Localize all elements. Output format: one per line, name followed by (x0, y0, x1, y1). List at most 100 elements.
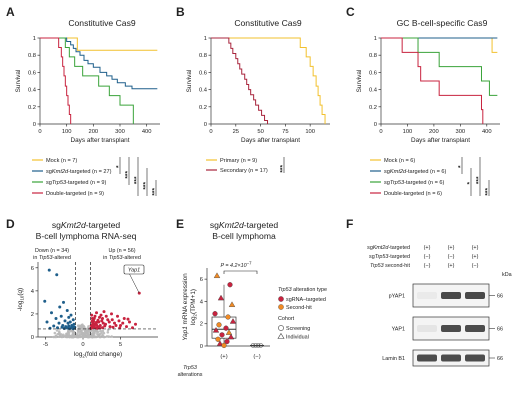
volcano-point-up (114, 323, 118, 327)
volcano-point-up (125, 325, 128, 329)
panel-e-letter: E (176, 217, 184, 231)
row-label: sgTrp53-targeted (369, 254, 410, 260)
volcano-point-up (104, 314, 108, 318)
panel-e-legend: Trp53 alteration type sgRNA–targeted Sec… (277, 287, 327, 341)
lane-value: (−) (472, 263, 479, 269)
legend-sgrna-label: sgRNA–targeted (286, 297, 326, 303)
volcano-point-up (102, 310, 106, 314)
survival-curve (40, 37, 72, 124)
panel-f-letter: F (346, 217, 353, 231)
legend-secondhit-label: Second-hit (286, 305, 312, 311)
volcano-point-ns (62, 333, 65, 337)
volcano-point-down (57, 321, 61, 325)
volcano-point-up (117, 319, 121, 323)
volcano-point-up (90, 317, 94, 321)
volcano-point-up (121, 321, 125, 325)
volcano-point-ns (80, 331, 84, 335)
volcano-point-ns (102, 331, 106, 335)
expression-point-screening (224, 338, 230, 345)
y-tick-label: 0.6 (28, 70, 36, 76)
blot-band (465, 354, 485, 362)
volcano-point-up (89, 326, 93, 330)
expression-point-negative (258, 343, 264, 348)
legend-individual-label: Individual (286, 335, 309, 341)
volcano-point-ns (57, 332, 61, 336)
panel-a-axes: 0 100 200 300 400 0 0.2 0.4 0.6 0.8 1 Days after tr… (15, 36, 160, 144)
volcano-point-up (99, 313, 103, 317)
blot-protein-label: pYAP1 (389, 294, 405, 300)
panel-b: B Constitutive Cas9 0 25 50 75 100 0 0.2 0.4 0.6… (176, 5, 330, 174)
x-tick-label: 100 (305, 129, 315, 135)
y-tick-label: 0 (31, 335, 34, 341)
up-subset-label: in Trp53-altered (103, 255, 141, 261)
legend-cohort-title: Cohort (278, 316, 295, 322)
legend-label: Mock (n = 6) (384, 158, 415, 164)
volcano-point-ns (97, 333, 100, 337)
volcano-point-ns (58, 335, 62, 339)
blot-band (465, 292, 485, 299)
volcano-point-ns (89, 335, 92, 338)
volcano-point-ns (101, 329, 105, 333)
legend-screening-marker (278, 325, 284, 331)
volcano-point-up (119, 323, 122, 327)
significance-stars: *** (152, 188, 159, 196)
x-tick-label: 0 (38, 129, 41, 135)
survival-curve (211, 37, 269, 124)
volcano-point-down (54, 317, 58, 321)
volcano-point-ns (77, 327, 80, 330)
y-axis-title-line1: Yap1 mRNA expression (182, 273, 189, 341)
volcano-point-up (113, 321, 116, 325)
y-tick-label: 0.8 (199, 53, 207, 59)
expression-point-individual (216, 340, 224, 346)
y-tick-label: 0.4 (28, 88, 37, 94)
blot-band (417, 292, 437, 299)
volcano-point-up (128, 320, 131, 324)
volcano-point-ns (78, 335, 82, 339)
volcano-point-up (101, 326, 104, 330)
significance-stars: *** (485, 188, 492, 196)
panel-c-legend: Mock (n = 6) sgKmt2d-targeted (n = 6) sgTr… (370, 158, 446, 197)
panel-c-significance: ** ****** (458, 157, 492, 196)
volcano-point-up (95, 311, 98, 315)
survival-curve (381, 37, 498, 53)
significance-stars: *** (143, 182, 150, 190)
expression-point-negative (250, 343, 256, 348)
panel-b-axes: 0 25 50 75 100 0 0.2 0.4 0.6 0.8 1 Days after trans… (186, 36, 330, 144)
legend-label: Secondary (n = 17) (220, 168, 268, 174)
x-tick-label: 25 (233, 129, 239, 135)
x-category-label: (+) (220, 354, 227, 360)
significance-stars: *** (134, 176, 141, 184)
volcano-point-ns (57, 330, 61, 333)
y-tick-label: 0 (374, 122, 377, 128)
legend-label: Double-targeted (n = 6) (384, 191, 442, 197)
y-axis-title-line2: log2(TPM+1) (190, 289, 198, 325)
volcano-point-ns (78, 331, 81, 334)
yap1-callout-box (123, 264, 145, 275)
panel-d-axes: -5 0 5 0 2 4 6 log2(fold change) -log10(q) Yap1 (17, 262, 158, 359)
up-count-label: Up (n = 56) (108, 248, 135, 254)
panel-b-letter: B (176, 5, 185, 19)
legend-secondhit-marker (278, 304, 284, 310)
volcano-point-up (107, 320, 111, 324)
volcano-point-ns (91, 335, 94, 339)
volcano-point-down (60, 325, 64, 329)
volcano-point-down (71, 318, 75, 322)
volcano-point-up (90, 313, 94, 317)
down-count-label: Down (n = 34) (35, 248, 69, 254)
x-axis-title: Days after transplant (411, 137, 470, 144)
y-axis-title: Survival (186, 70, 193, 93)
legend-label: sgKmt2d-targeted (n = 6) (384, 169, 446, 175)
volcano-point-ns (95, 329, 98, 333)
x-tick-label: 200 (88, 129, 98, 135)
lane-value: (−) (424, 254, 431, 260)
x-tick-label: 400 (142, 129, 152, 135)
panel-d: D sgKmt2d-targeted B-cell lymphoma RNA-s… (6, 217, 158, 359)
volcano-point-ns (54, 335, 58, 339)
kda-value: 66 (497, 356, 503, 362)
volcano-point-ns (67, 333, 71, 337)
expression-point-individual (212, 327, 220, 333)
x-tick-label: 75 (282, 129, 288, 135)
volcano-point-down (59, 314, 63, 318)
panel-e-axes: 0 2 4 6 (+) (−) Yap1 mRNA expression log2(TPM+1… (178, 268, 270, 378)
y-axis-title: -log10(q) (17, 288, 25, 311)
